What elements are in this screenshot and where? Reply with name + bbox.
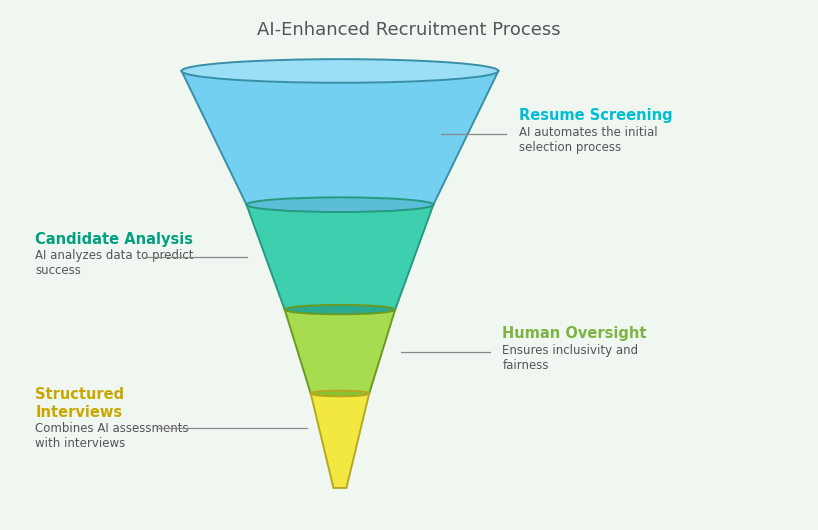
Ellipse shape (311, 391, 369, 396)
Polygon shape (311, 393, 369, 488)
Text: AI analyzes data to predict
success: AI analyzes data to predict success (35, 249, 194, 277)
Text: AI-Enhanced Recruitment Process: AI-Enhanced Recruitment Process (257, 21, 561, 39)
Text: Structured
Interviews: Structured Interviews (35, 387, 124, 420)
Text: AI automates the initial
selection process: AI automates the initial selection proce… (519, 126, 658, 154)
Polygon shape (246, 205, 434, 310)
Polygon shape (285, 310, 395, 393)
Text: Human Oversight: Human Oversight (502, 326, 647, 341)
Text: Resume Screening: Resume Screening (519, 109, 672, 123)
Ellipse shape (182, 59, 498, 83)
Text: Candidate Analysis: Candidate Analysis (35, 232, 193, 246)
Text: Ensures inclusivity and
fairness: Ensures inclusivity and fairness (502, 343, 639, 372)
Ellipse shape (285, 305, 395, 314)
Polygon shape (182, 71, 498, 205)
Text: Combines AI assessments
with interviews: Combines AI assessments with interviews (35, 422, 189, 450)
Ellipse shape (246, 197, 434, 212)
